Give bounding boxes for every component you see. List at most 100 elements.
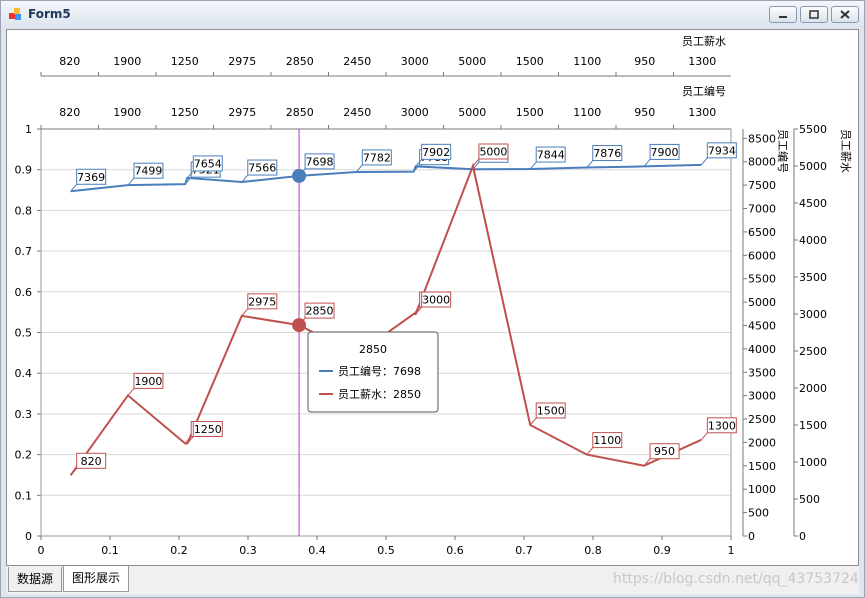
tooltip-title: 2850 [359,343,387,356]
x-tick-label: 0.6 [446,544,464,557]
top-tick-label: 2450 [343,106,371,119]
tab[interactable]: 数据源 [8,567,63,592]
data-label: 7369 [77,171,105,184]
label-leader [241,174,249,183]
top-tick-label: 5000 [458,55,486,68]
minimize-button[interactable] [769,6,797,23]
x-tick-label: 0.9 [653,544,671,557]
data-label: 5000 [479,146,507,159]
data-label: 1300 [708,419,736,432]
label-box [421,291,452,308]
label-leader [700,157,708,166]
data-label: 2975 [248,295,276,308]
y2-tick-label: 500 [748,507,769,520]
top-tick-label: 2975 [228,106,256,119]
x-tick-label: 0 [38,544,45,557]
y-tick-label: 0.6 [15,286,33,299]
top-tick-label: 1250 [171,106,199,119]
y3-axis-title: 员工薪水 [839,129,852,173]
data-label: 7900 [651,146,679,159]
label-leader [184,176,192,185]
top-tick-label: 2450 [343,55,371,68]
y3-tick-label: 0 [799,530,806,543]
data-label: 7782 [363,151,391,164]
top-axis-title: 员工薪水 [682,35,726,48]
y2-tick-label: 7500 [748,179,776,192]
maximize-button[interactable] [800,6,828,23]
label-leader [413,306,420,315]
top-tick-label: 1250 [171,55,199,68]
y3-tick-label: 1000 [799,456,827,469]
close-button[interactable] [831,6,859,23]
y3-tick-label: 2000 [799,382,827,395]
y2-tick-label: 3000 [748,390,776,403]
title-bar: Form5 [1,1,864,28]
y3-tick-label: 2500 [799,345,827,358]
x-tick-label: 0.4 [308,544,326,557]
label-box [192,421,223,437]
highlight-marker [292,318,307,333]
y3-tick-label: 4500 [799,197,827,210]
tooltip-box [307,331,439,413]
label-box [361,149,392,166]
label-leader [586,447,594,455]
y2-tick-label: 1000 [748,483,776,496]
y3-tick-label: 4000 [799,234,827,247]
y2-tick-label: 6500 [748,226,776,239]
top-tick-label: 1900 [113,106,141,119]
x-tick-label: 0.3 [239,544,257,557]
top-axis-title: 员工编号 [682,84,726,98]
highlight-marker [292,168,307,183]
data-label: 7844 [537,149,565,162]
label-box [192,155,223,172]
label-box [304,302,335,319]
y2-tick-label: 4500 [748,319,776,332]
y2-tick-label: 1500 [748,460,776,473]
data-label: 3000 [422,294,450,307]
data-label: 7566 [248,162,276,175]
data-label: 7499 [134,165,162,178]
y2-tick-label: 2500 [748,413,776,426]
top-tick-label: 3000 [401,55,429,68]
data-label: 7876 [593,147,621,160]
label-leader [415,159,423,167]
series-line [69,162,702,476]
tab-active[interactable]: 图形展示 [63,566,130,592]
x-tick-label: 1 [728,544,735,557]
y2-tick-label: 6000 [748,249,776,262]
top-tick-label: 2850 [286,106,314,119]
top-tick-label: 950 [634,106,655,119]
label-leader [529,417,537,426]
y-tick-label: 0 [25,530,32,543]
label-box [706,142,737,159]
data-label: 2850 [306,305,334,318]
top-tick-label: 1100 [573,106,601,119]
label-box [535,402,566,419]
series-line [70,163,702,193]
label-leader [413,164,420,172]
y3-tick-label: 5500 [799,123,827,136]
label-leader [586,160,594,168]
label-box [592,145,623,162]
label-box [247,159,278,176]
label-box [592,432,623,449]
y-tick-label: 1 [25,123,32,136]
y3-tick-label: 5000 [799,160,827,173]
y3-tick-label: 1500 [799,419,827,432]
x-tick-label: 0.5 [377,544,395,557]
y2-tick-label: 3500 [748,366,776,379]
window-title: Form5 [28,7,71,21]
label-box [421,143,452,160]
y3-tick-label: 3000 [799,308,827,321]
y-tick-label: 0.5 [15,327,33,340]
y2-tick-label: 5500 [748,273,776,286]
top-tick-label: 1500 [516,55,544,68]
top-tick-label: 2850 [286,55,314,68]
data-label: 1250 [194,423,222,436]
top-tick-label: 1500 [516,106,544,119]
y-tick-label: 0.4 [15,367,33,380]
label-leader [70,467,78,476]
data-label: 950 [654,445,675,458]
y2-tick-label: 0 [748,530,755,543]
